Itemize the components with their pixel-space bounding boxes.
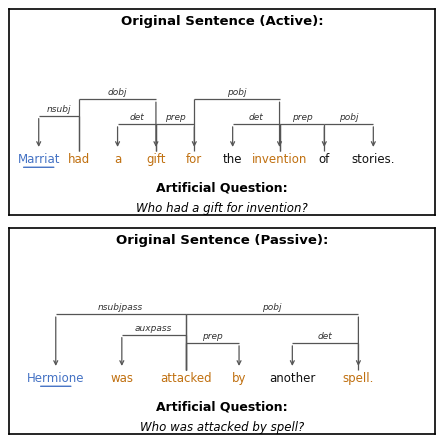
Text: Original Sentence (Active):: Original Sentence (Active): [121,15,323,28]
Text: the: the [223,153,242,166]
Text: Artificial Question:: Artificial Question: [156,182,288,194]
Text: Artificial Question:: Artificial Question: [156,401,288,413]
Text: auxpass: auxpass [135,324,172,333]
Text: pobj: pobj [339,113,359,122]
Text: had: had [68,153,90,166]
Text: nsubj: nsubj [47,105,71,114]
Text: dobj: dobj [108,88,127,97]
Text: gift: gift [146,153,166,166]
Text: nsubjpass: nsubjpass [98,303,143,312]
Text: of: of [319,153,330,166]
Text: prep: prep [292,113,312,122]
Text: det: det [318,332,333,341]
Text: det: det [249,113,263,122]
Text: det: det [129,113,144,122]
Text: attacked: attacked [160,372,212,385]
Text: for: for [186,153,202,166]
Text: Who had a gift for invention?: Who had a gift for invention? [136,202,308,215]
Text: Marriat: Marriat [17,153,60,166]
Text: pobj: pobj [262,303,282,312]
Text: invention: invention [252,153,307,166]
Text: pobj: pobj [227,88,247,97]
Text: Who was attacked by spell?: Who was attacked by spell? [140,421,304,434]
Text: Original Sentence (Passive):: Original Sentence (Passive): [116,234,328,247]
Text: was: was [110,372,133,385]
Text: Hermione: Hermione [27,372,84,385]
Text: by: by [232,372,246,385]
Text: prep: prep [165,113,186,122]
Text: a: a [114,153,121,166]
Text: spell.: spell. [343,372,374,385]
Text: prep: prep [202,332,223,341]
Text: another: another [269,372,316,385]
Text: stories.: stories. [352,153,395,166]
